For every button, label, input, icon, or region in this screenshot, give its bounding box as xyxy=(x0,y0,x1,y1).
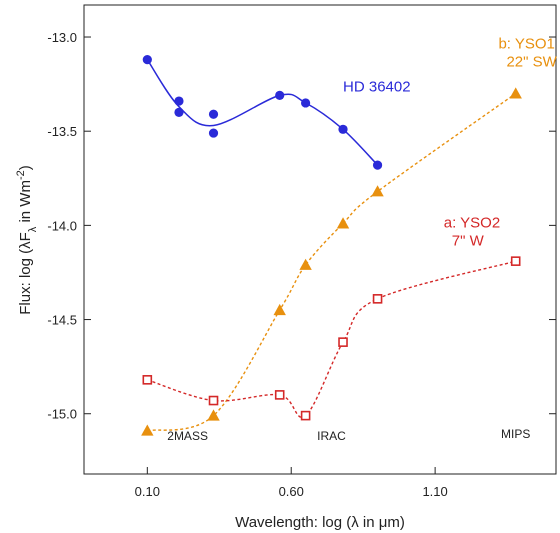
y-tick-label: -13.5 xyxy=(47,124,77,139)
y-axis-title: Flux: log (λFλ in Wm-2) xyxy=(15,165,39,314)
x-tick-label: 1.10 xyxy=(422,484,447,499)
data-point xyxy=(142,375,153,385)
series-label: b: YSO1 xyxy=(498,35,554,52)
data-point xyxy=(174,107,184,117)
data-point xyxy=(174,96,184,106)
y-tick-label: -13.0 xyxy=(47,30,77,45)
series-label: 22" SW xyxy=(506,53,557,70)
axes: -13.0 -13.5 -14.0 -14.5 -15.0 0.10 0.60 1.10 xyxy=(47,30,556,499)
data-point xyxy=(208,109,219,119)
data-point xyxy=(142,55,152,65)
series-label: 7" W xyxy=(452,232,485,249)
y-axis-title-prefix: Flux: log (λF xyxy=(17,232,34,315)
y-tick-label: -14.0 xyxy=(47,218,77,233)
data-point xyxy=(372,294,383,304)
data-point xyxy=(509,87,522,99)
y-axis-title-middle: in Wm xyxy=(17,180,34,227)
data-point xyxy=(275,90,285,101)
band-label: IRAC xyxy=(317,429,346,443)
y-axis-title-sub: λ xyxy=(27,226,39,232)
data-point xyxy=(371,185,384,197)
data-point xyxy=(299,258,312,270)
series-line xyxy=(147,260,516,419)
series-line xyxy=(147,92,517,432)
data-point xyxy=(510,256,521,266)
y-axis-title-sup: -2 xyxy=(15,170,27,180)
data-point xyxy=(207,409,220,421)
data-point xyxy=(273,303,286,316)
series-label: a: YSO2 xyxy=(444,214,500,231)
data-point xyxy=(208,128,219,138)
y-axis-title-suffix: ) xyxy=(17,165,34,170)
data-point xyxy=(336,217,350,229)
data-point xyxy=(338,337,348,347)
data-point xyxy=(141,424,154,436)
y-tick-label: -15.0 xyxy=(47,407,77,422)
data-point xyxy=(372,160,383,170)
x-axis-title: Wavelength: log (λ in μm) xyxy=(235,514,405,531)
series-label: HD 36402 xyxy=(343,79,411,96)
data-point xyxy=(301,98,311,108)
band-label: MIPS xyxy=(501,427,530,441)
y-tick-label: -14.5 xyxy=(47,313,77,328)
x-tick-label: 0.60 xyxy=(279,484,304,499)
plot-frame xyxy=(83,4,557,475)
x-tick-label: 0.10 xyxy=(135,484,160,499)
data-point xyxy=(208,395,219,406)
data-point xyxy=(338,124,348,134)
series-0: HD 36402 xyxy=(142,55,411,170)
data-point xyxy=(300,410,311,421)
band-label: 2MASS xyxy=(167,429,208,443)
band-labels: 2MASS IRAC MIPS xyxy=(167,427,530,443)
data-point xyxy=(274,390,285,400)
